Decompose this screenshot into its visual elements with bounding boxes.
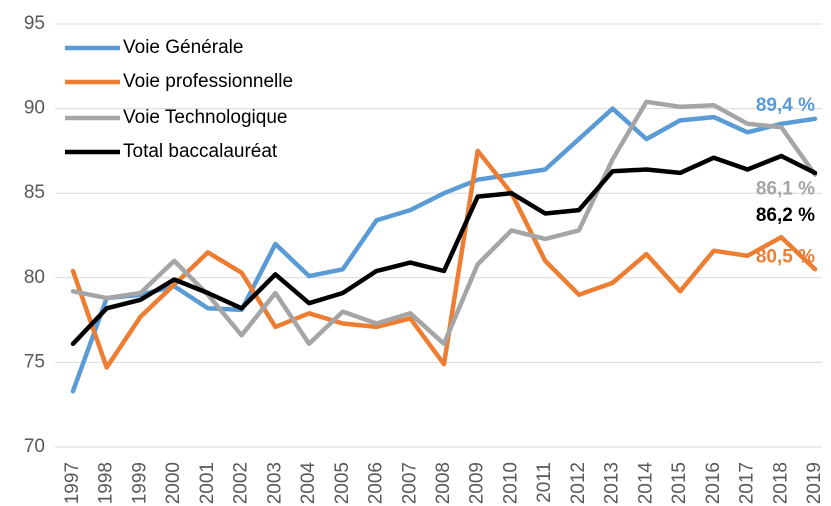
legend-label: Voie professionnelle [123, 71, 293, 92]
x-tick-label: 2010 [500, 462, 521, 504]
y-tick-label: 85 [24, 182, 45, 203]
legend-label: Total baccalauréat [123, 141, 278, 162]
y-tick-label: 80 [24, 267, 45, 288]
x-tick-label: 2004 [298, 462, 319, 505]
series-line [70, 99, 818, 347]
x-tick-label: 2012 [568, 462, 589, 504]
x-tick-label: 1999 [129, 462, 150, 504]
y-tick-label: 90 [24, 98, 45, 119]
x-tick-label: 2003 [264, 462, 285, 504]
x-tick-label: 2019 [804, 462, 825, 504]
x-tick-label: 2015 [669, 462, 690, 504]
x-tick-label: 2007 [399, 462, 420, 504]
x-tick-label: 2017 [737, 462, 758, 504]
x-tick-label: 2009 [467, 462, 488, 504]
x-tick-label: 2000 [163, 462, 184, 504]
x-tick-label: 2005 [332, 462, 353, 504]
x-tick-label: 2002 [231, 462, 252, 504]
x-tick-label: 2011 [534, 462, 555, 503]
series-line [70, 106, 818, 394]
x-tick-label: 2016 [703, 462, 724, 504]
x-tick-label: 1998 [96, 462, 117, 504]
series-line [70, 148, 818, 370]
value-label: 89,4 % [756, 95, 815, 116]
legend-label: Voie Technologique [123, 107, 287, 128]
value-label: 86,1 % [756, 179, 815, 200]
value-label: 86,2 % [756, 205, 815, 226]
legend-label: Voie Générale [123, 37, 243, 58]
y-tick-label: 95 [24, 13, 45, 34]
x-tick-label: 2001 [197, 462, 218, 504]
x-tick-label: 2006 [366, 462, 387, 504]
y-tick-label: 75 [24, 351, 45, 372]
y-tick-label: 70 [24, 436, 45, 457]
series-line [70, 153, 818, 347]
x-tick-label: 2018 [770, 462, 791, 504]
x-tick-label: 2008 [433, 462, 454, 504]
x-tick-label: 2014 [635, 462, 656, 505]
x-tick-label: 2013 [602, 462, 623, 504]
value-label: 80,5 % [756, 246, 815, 267]
x-tick-label: 1997 [62, 462, 83, 504]
